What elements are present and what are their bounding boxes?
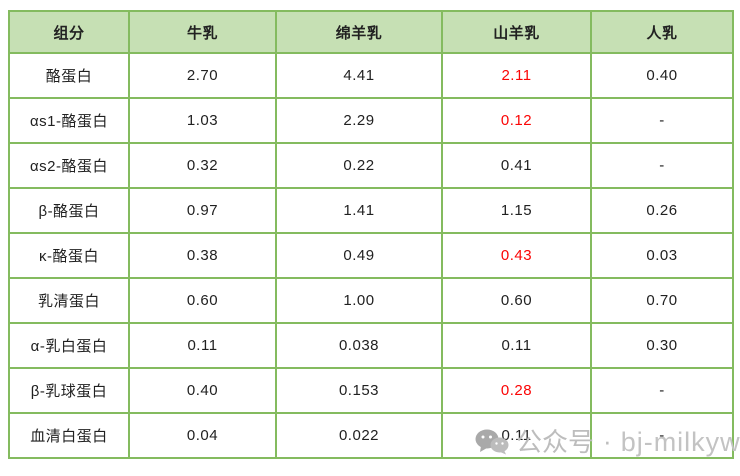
cell-value: 2.70: [128, 52, 277, 99]
cell-value: 0.022: [275, 412, 443, 459]
cell-value: 2.29: [275, 97, 443, 144]
row-label: β-乳球蛋白: [8, 367, 130, 414]
cell-value: 1.00: [275, 277, 443, 324]
cell-value: 0.97: [128, 187, 277, 234]
row-label: 乳清蛋白: [8, 277, 130, 324]
cell-value: 0.22: [275, 142, 443, 189]
cell-value: -: [590, 142, 734, 189]
cell-value: 1.15: [441, 187, 592, 234]
row-label: αs1-酪蛋白: [8, 97, 130, 144]
table-row: κ-酪蛋白 0.38 0.49 0.43 0.03: [8, 232, 734, 279]
cell-value: 0.03: [590, 232, 734, 279]
table-row: 乳清蛋白 0.60 1.00 0.60 0.70: [8, 277, 734, 324]
row-label: α-乳白蛋白: [8, 322, 130, 369]
col-header-sheep-milk: 绵羊乳: [275, 10, 443, 54]
cell-value: 0.43: [441, 232, 592, 279]
cell-value: 0.038: [275, 322, 443, 369]
milk-composition-table: 组分 牛乳 绵羊乳 山羊乳 人乳 酪蛋白 2.70 4.41 2.11 0.40 αs1-…: [8, 10, 734, 459]
cell-value: 1.03: [128, 97, 277, 144]
table-row: α-乳白蛋白 0.11 0.038 0.11 0.30: [8, 322, 734, 369]
row-label: 酪蛋白: [8, 52, 130, 99]
cell-value: -: [590, 412, 734, 459]
cell-value: 1.41: [275, 187, 443, 234]
table-row: β-乳球蛋白 0.40 0.153 0.28-: [8, 367, 734, 414]
cell-value: 0.40: [128, 367, 277, 414]
cell-value: -: [590, 367, 734, 414]
table-row: αs1-酪蛋白 1.03 2.29 0.12-: [8, 97, 734, 144]
cell-value: 0.70: [590, 277, 734, 324]
row-label: β-酪蛋白: [8, 187, 130, 234]
cell-value: 0.41: [441, 142, 592, 189]
table-row: 酪蛋白 2.70 4.41 2.11 0.40: [8, 52, 734, 99]
cell-value: 0.11: [128, 322, 277, 369]
cell-value: 2.11: [441, 52, 592, 99]
cell-value: 0.40: [590, 52, 734, 99]
col-header-cow-milk: 牛乳: [128, 10, 277, 54]
table-row: αs2-酪蛋白 0.32 0.22 0.41-: [8, 142, 734, 189]
cell-value: 0.11: [441, 412, 592, 459]
cell-value: -: [590, 97, 734, 144]
cell-value: 0.26: [590, 187, 734, 234]
cell-value: 0.30: [590, 322, 734, 369]
cell-value: 0.11: [441, 322, 592, 369]
cell-value: 0.153: [275, 367, 443, 414]
cell-value: 0.04: [128, 412, 277, 459]
col-header-goat-milk: 山羊乳: [441, 10, 592, 54]
cell-value: 0.28: [441, 367, 592, 414]
cell-value: 0.49: [275, 232, 443, 279]
table-row: β-酪蛋白 0.97 1.41 1.15 0.26: [8, 187, 734, 234]
table-row: 血清白蛋白 0.04 0.022 0.11-: [8, 412, 734, 459]
cell-value: 0.38: [128, 232, 277, 279]
cell-value: 0.12: [441, 97, 592, 144]
row-label: κ-酪蛋白: [8, 232, 130, 279]
table-header-row: 组分 牛乳 绵羊乳 山羊乳 人乳: [8, 10, 734, 54]
cell-value: 0.60: [441, 277, 592, 324]
row-label: 血清白蛋白: [8, 412, 130, 459]
row-label: αs2-酪蛋白: [8, 142, 130, 189]
col-header-human-milk: 人乳: [590, 10, 734, 54]
col-header-component: 组分: [8, 10, 130, 54]
cell-value: 0.32: [128, 142, 277, 189]
cell-value: 4.41: [275, 52, 443, 99]
cell-value: 0.60: [128, 277, 277, 324]
